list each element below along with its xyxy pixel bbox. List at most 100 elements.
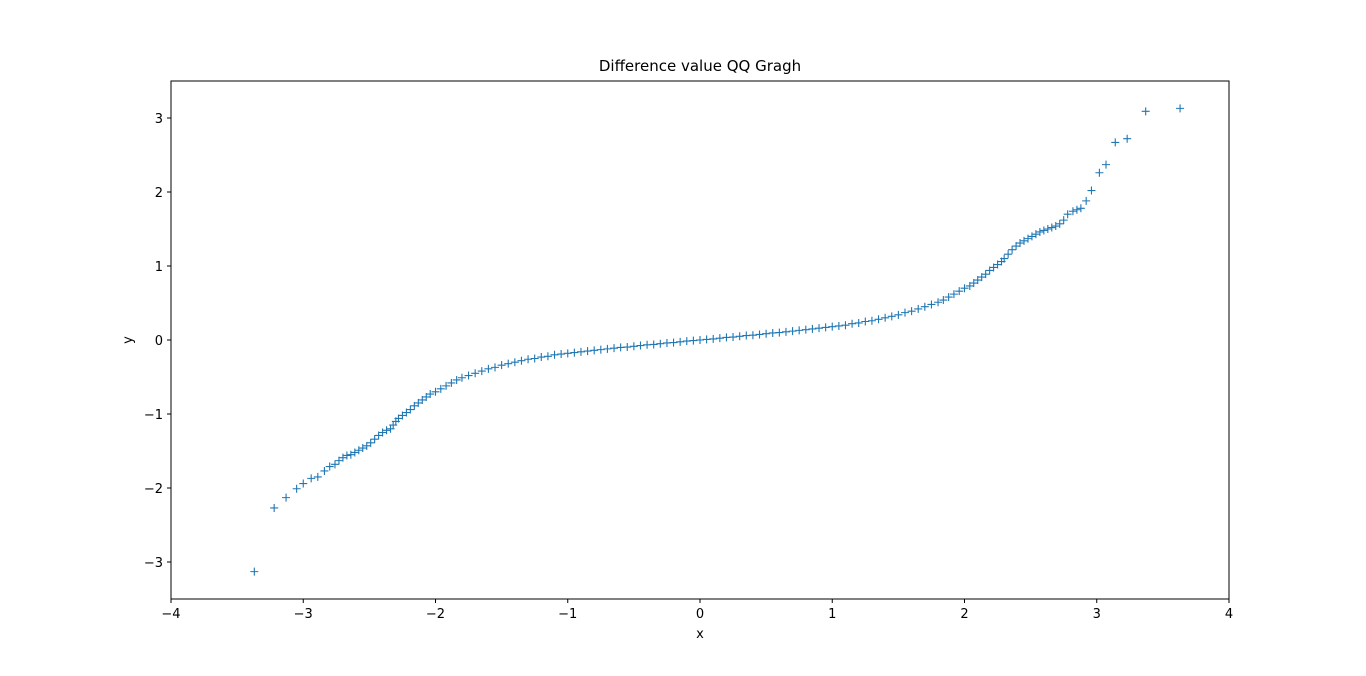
- data-point-marker: [981, 270, 990, 279]
- data-point-marker: [1072, 205, 1081, 214]
- data-point-marker: [530, 354, 539, 363]
- data-point-marker: [431, 387, 440, 396]
- data-point-marker: [1102, 160, 1111, 169]
- data-point-marker: [452, 375, 461, 384]
- data-point-marker: [436, 384, 445, 393]
- data-point-marker: [821, 323, 830, 332]
- data-point-marker: [1063, 210, 1072, 219]
- data-point-marker: [563, 349, 572, 358]
- data-point-marker: [854, 318, 863, 327]
- data-point-marker: [623, 343, 632, 352]
- x-tick-label: 3: [1093, 607, 1101, 622]
- data-point-marker: [426, 390, 435, 399]
- x-tick-label: 0: [696, 607, 704, 622]
- data-point-marker: [735, 332, 744, 341]
- data-point-marker: [370, 435, 379, 444]
- data-point-marker: [1047, 223, 1056, 232]
- y-tick-label: 2: [155, 186, 163, 201]
- data-point-marker: [689, 336, 698, 345]
- data-point-marker: [881, 313, 890, 322]
- data-point-marker: [442, 381, 451, 390]
- x-tick-label: −3: [294, 607, 313, 622]
- data-point-marker: [715, 334, 724, 343]
- data-point-marker: [330, 460, 339, 469]
- data-point-marker: [603, 344, 612, 353]
- data-point-marker: [1111, 138, 1120, 147]
- data-point-marker: [755, 330, 764, 339]
- data-point-marker: [656, 339, 665, 348]
- data-point-marker: [834, 321, 843, 330]
- data-point-marker: [1076, 204, 1085, 213]
- data-point-marker: [325, 462, 334, 471]
- data-point-marker: [590, 346, 599, 355]
- data-point-marker: [497, 361, 506, 370]
- data-point-marker: [583, 347, 592, 356]
- data-point-marker: [1043, 225, 1052, 233]
- data-point-marker: [636, 341, 645, 350]
- data-point-marker: [307, 474, 316, 483]
- data-point-marker: [801, 325, 810, 334]
- data-point-marker: [927, 300, 936, 309]
- data-point-marker: [795, 326, 804, 335]
- data-point-marker: [342, 451, 351, 460]
- data-point-marker: [1176, 104, 1185, 113]
- data-point-marker: [1059, 216, 1068, 225]
- data-point-marker: [828, 322, 837, 331]
- data-point-marker: [894, 310, 903, 319]
- data-point-marker: [299, 479, 308, 488]
- data-point-marker: [815, 324, 824, 333]
- data-point-marker: [848, 319, 857, 328]
- data-point-marker: [1082, 196, 1091, 205]
- y-tick-label: −3: [144, 556, 163, 571]
- data-point-marker: [629, 342, 638, 351]
- data-point-marker: [250, 567, 259, 576]
- data-point-marker: [949, 290, 958, 299]
- data-point-marker: [729, 333, 738, 342]
- data-point-marker: [510, 358, 519, 367]
- data-point-marker: [709, 334, 718, 343]
- data-point-marker: [887, 312, 896, 321]
- data-point-marker: [366, 438, 375, 447]
- data-point-marker: [960, 284, 969, 293]
- data-point-marker: [517, 356, 526, 365]
- data-point-marker: [649, 340, 658, 349]
- data-point-marker: [570, 348, 579, 357]
- data-point-marker: [320, 466, 329, 475]
- data-point-marker: [292, 484, 301, 493]
- data-point-marker: [1095, 168, 1104, 177]
- data-point-marker: [934, 298, 943, 307]
- data-point-marker: [406, 405, 415, 414]
- data-point-marker: [1035, 227, 1044, 236]
- data-point-marker: [781, 327, 790, 336]
- data-point-marker: [610, 344, 619, 353]
- data-point-marker: [1123, 134, 1132, 143]
- x-tick-label: 2: [960, 607, 968, 622]
- data-point-marker: [914, 304, 923, 313]
- x-axis-label: x: [696, 627, 704, 642]
- data-point-marker: [748, 331, 757, 340]
- data-point-marker: [775, 328, 784, 337]
- data-point-marker: [457, 373, 466, 382]
- data-point-marker: [955, 287, 964, 296]
- data-point-marker: [867, 316, 876, 325]
- axes-frame: [170, 80, 1230, 600]
- data-point-marker: [313, 472, 322, 481]
- data-point-marker: [270, 503, 279, 512]
- data-point-marker: [491, 363, 500, 372]
- y-tick-label: −1: [144, 408, 163, 423]
- data-point-marker: [861, 317, 870, 326]
- y-tick-label: −2: [144, 482, 163, 497]
- data-point-marker: [1055, 219, 1064, 228]
- x-tick-label: −1: [558, 607, 577, 622]
- data-point-marker: [939, 296, 948, 305]
- x-axis-ticks: −4 −3 −2 −1 0 1 2 3 4: [161, 599, 1233, 622]
- data-point-marker: [1039, 226, 1048, 235]
- x-tick-label: 4: [1225, 607, 1233, 622]
- data-point-marker: [907, 307, 916, 316]
- data-markers: [250, 104, 1185, 576]
- y-tick-label: 0: [155, 334, 163, 349]
- data-point-marker: [382, 426, 391, 435]
- data-point-marker: [1087, 186, 1096, 195]
- data-point-marker: [477, 367, 486, 376]
- data-point-marker: [1004, 250, 1013, 259]
